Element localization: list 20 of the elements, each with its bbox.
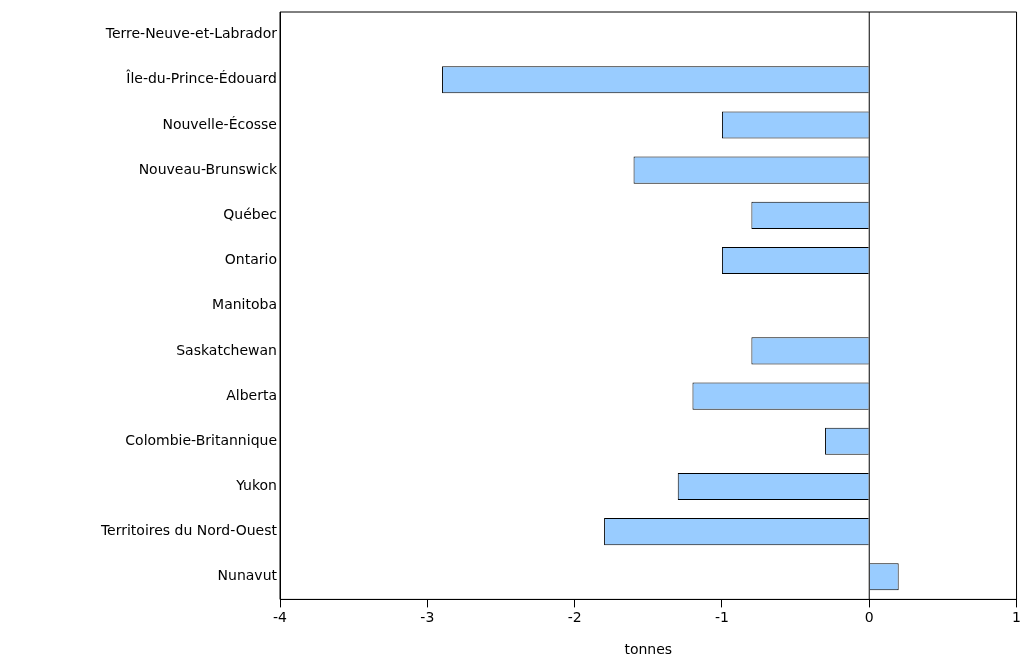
y-tick-label: Alberta: [226, 386, 277, 403]
y-tick-label: Colombie-Britannique: [125, 431, 277, 448]
x-tick-label: -1: [714, 609, 729, 626]
x-tick-label: -3: [420, 609, 435, 626]
y-tick-label: Québec: [223, 205, 277, 222]
x-tick-label: 0: [864, 609, 874, 626]
y-tick-label: Terre-Neuve-et-Labrador: [104, 25, 278, 42]
x-axis-title: tonnes: [624, 641, 673, 658]
y-tick-label: Territoires du Nord-Ouest: [99, 522, 278, 539]
y-tick-label: Ontario: [224, 251, 277, 268]
y-tick-label: Nunavut: [217, 567, 278, 584]
y-tick-label: Île-du-Prince-Édouard: [125, 69, 277, 87]
y-tick-label: Saskatchewan: [176, 341, 277, 358]
y-tick-label: Manitoba: [212, 296, 277, 313]
y-tick-label: Nouvelle-Écosse: [162, 115, 277, 132]
x-tick-label: -4: [273, 609, 288, 626]
y-tick-label: Nouveau-Brunswick: [138, 160, 278, 177]
x-tick-label: 1: [1012, 609, 1022, 626]
y-tick-label: Yukon: [235, 477, 277, 494]
x-tick-label: -2: [567, 609, 582, 626]
